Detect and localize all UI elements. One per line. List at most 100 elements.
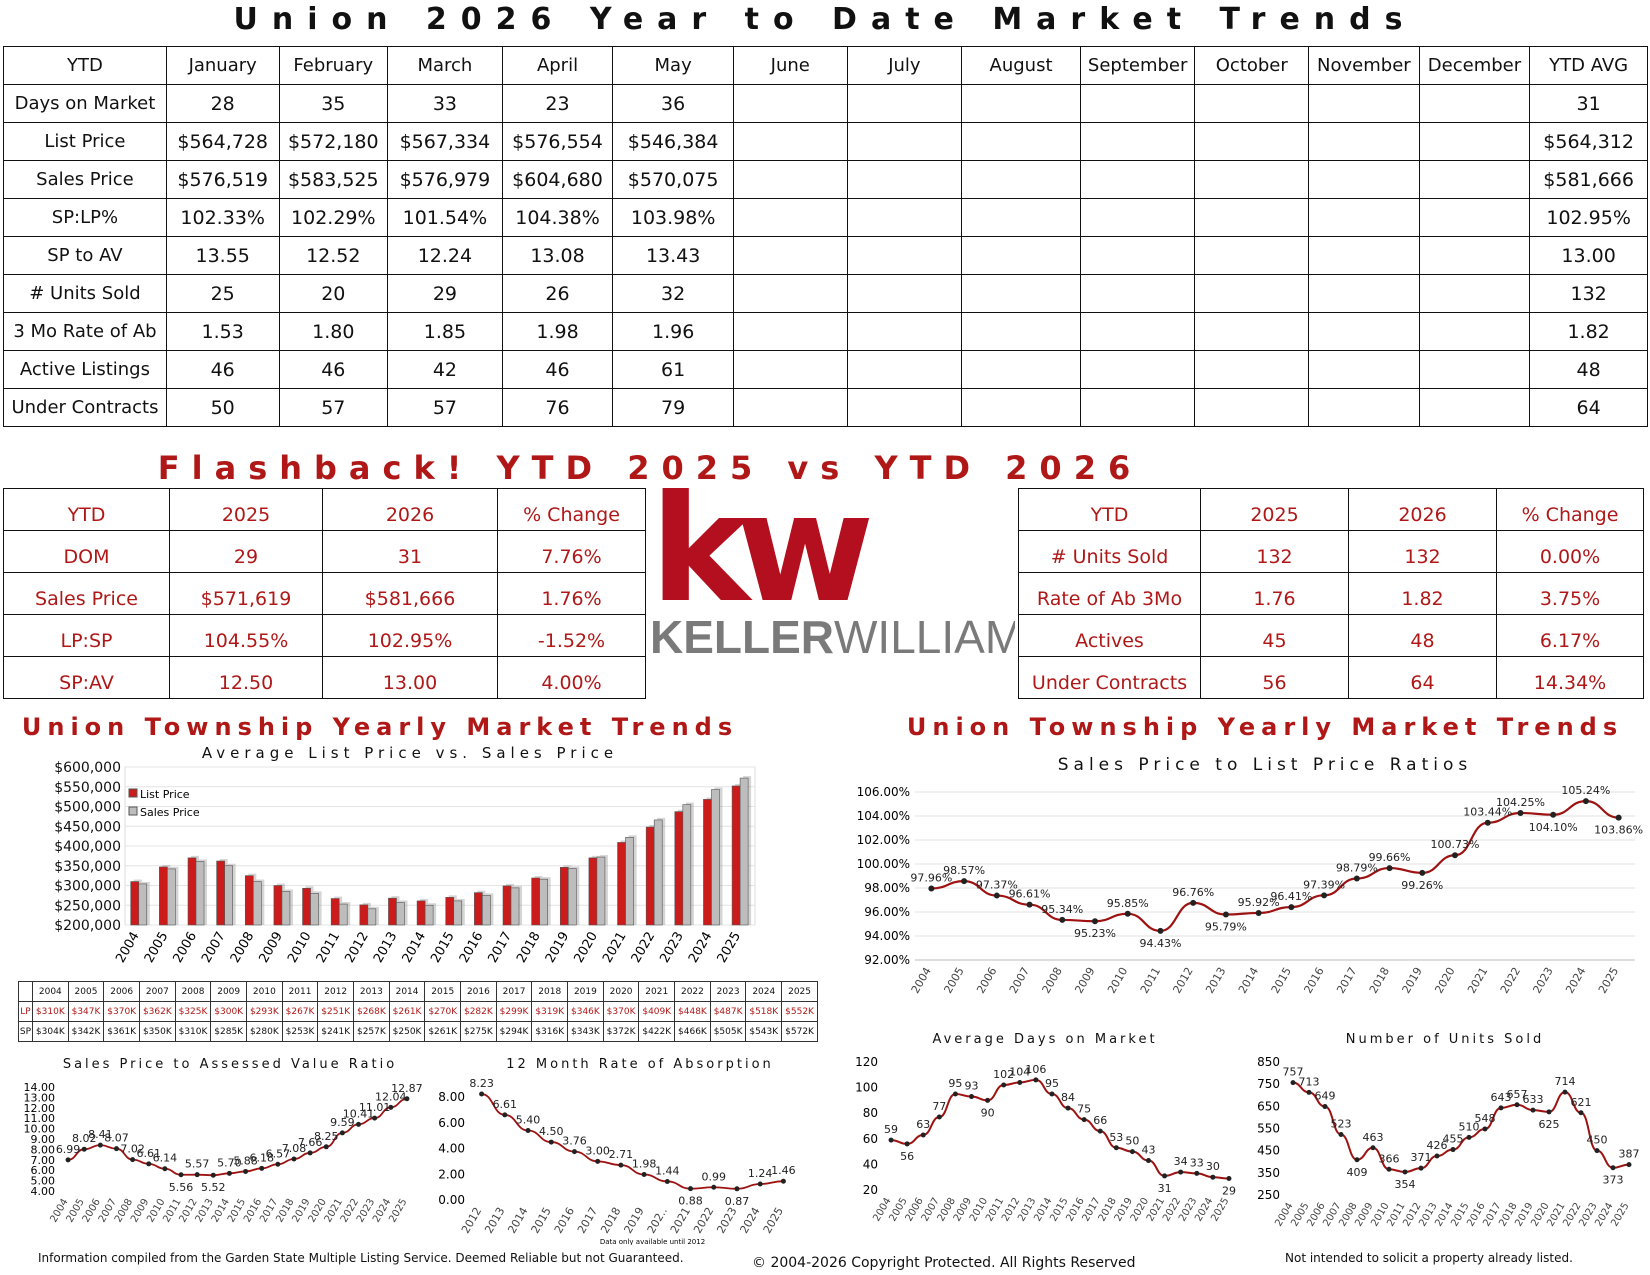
table-cell: 13.08 (501, 236, 614, 275)
column-header: March (387, 46, 503, 85)
data-point (1092, 918, 1098, 925)
data-point (1434, 1153, 1440, 1159)
data-point (525, 1127, 531, 1133)
data-point (243, 1168, 249, 1174)
x-tick-label: 2012 (1171, 965, 1196, 996)
table-cell: 13.55 (165, 236, 280, 275)
table-cell: 103.98% (612, 198, 734, 237)
table-cell (1308, 160, 1420, 199)
data-label: 96.76% (1172, 886, 1214, 899)
table-cell: 48 (1348, 614, 1497, 657)
y-tick-label: 60 (863, 1132, 878, 1146)
table-cell: 132 (1348, 530, 1497, 573)
data-point (81, 1146, 87, 1152)
data-point (372, 1115, 378, 1121)
table-cell: $361K (103, 1021, 141, 1042)
table-cell: 2015 (424, 981, 462, 1002)
column-header: February (278, 46, 389, 85)
table-cell: 7.76% (497, 530, 646, 573)
y-tick-label: 850 (1257, 1055, 1280, 1069)
data-point (618, 1162, 624, 1168)
column-header: January (165, 46, 280, 85)
table-cell (1418, 312, 1531, 351)
bar-list (531, 877, 540, 926)
table-cell (1079, 160, 1196, 199)
y-tick-label: 9.00 (31, 1133, 56, 1146)
table-cell: $294K (495, 1021, 533, 1042)
data-label: 625 (1539, 1118, 1560, 1131)
data-point (1026, 901, 1033, 908)
ratio-chart-title: Sales Price to List Price Ratios (1057, 755, 1473, 775)
data-label: 7.02 (120, 1143, 145, 1156)
data-point (952, 1091, 958, 1097)
dom-chart-title: Average Days on Market (932, 1032, 1158, 1047)
table-cell (732, 122, 848, 161)
table-cell: $304K (32, 1021, 69, 1042)
data-label: 34 (1174, 1155, 1188, 1168)
data-label: 7.66 (298, 1136, 323, 1149)
data-label: 657 (1507, 1088, 1528, 1101)
x-tick-label: 2005 (941, 965, 966, 996)
y-tick-label: 5.00 (31, 1175, 56, 1188)
table-header-row: YTD 2025 2026% Change (3, 488, 646, 531)
table-row: SP:LP% 102.33% 102.29% 101.54% 104.38% 103.98… (3, 198, 1648, 237)
table-cell (961, 274, 1081, 313)
table-cell (732, 236, 848, 275)
data-point (595, 1158, 601, 1164)
column-header: May (612, 46, 734, 85)
table-cell: 13.00 (1529, 236, 1648, 275)
table-cell: 102.33% (165, 198, 280, 237)
data-point (1594, 1148, 1600, 1154)
data-point (888, 1137, 894, 1143)
table-cell: $319K (531, 1001, 569, 1022)
flashback-right-table: YTD 2025 2026% Change # Units Sold 132 132 0.0… (1018, 488, 1644, 699)
data-point (404, 1096, 410, 1102)
table-header-row: YTD January February March April May June July A… (3, 46, 1648, 85)
row-header: List Price (3, 122, 167, 161)
data-label: 29 (1222, 1184, 1236, 1197)
y-tick-label: 750 (1257, 1077, 1280, 1091)
table-cell: $583,525 (278, 160, 389, 199)
table-cell: $518K (745, 1001, 783, 1022)
bar-list (674, 811, 684, 926)
y-tick-label: 11.00 (24, 1112, 56, 1125)
table-row: SP:AV 12.50 13.00 4.00% (3, 656, 646, 699)
data-label: 31 (1158, 1182, 1172, 1195)
table-cell: $325K (174, 1001, 212, 1022)
table-cell: $564,312 (1529, 122, 1648, 161)
y-tick-label: 8.00 (31, 1143, 56, 1156)
data-label: 12.87 (391, 1082, 423, 1095)
bar-sales (653, 819, 663, 926)
sp-av-ratio-chart: 4.005.006.007.008.009.0010.0011.0012.001… (24, 1081, 423, 1225)
x-tick-label: 2023 (714, 1205, 739, 1236)
table-cell: 102.95% (322, 614, 498, 657)
data-label: 102 (993, 1068, 1014, 1081)
legend-swatch (128, 806, 138, 816)
data-point (1615, 814, 1622, 821)
table-cell (1079, 274, 1196, 313)
table-cell: $576,979 (387, 160, 503, 199)
x-tick-label: 2017 (575, 1205, 600, 1236)
y-tick-label: 13.00 (24, 1091, 56, 1104)
table-cell (732, 388, 848, 427)
table-cell: $505K (709, 1021, 747, 1042)
data-point (1178, 1169, 1184, 1175)
absorption-chart-title: 12 Month Rate of Absorption (506, 1057, 774, 1072)
y-tick-label: $350,000 (54, 859, 121, 875)
table-cell: $567,334 (387, 122, 503, 161)
data-label: 8.07 (104, 1132, 128, 1145)
y-tick-label: 4.00 (438, 1142, 465, 1156)
table-cell (1308, 274, 1420, 313)
data-point (1190, 899, 1197, 906)
table-cell: 61 (612, 350, 734, 389)
table-cell: 46 (501, 350, 614, 389)
data-label: 93 (965, 1080, 979, 1093)
data-point (1338, 1131, 1344, 1137)
table-cell (1308, 312, 1420, 351)
data-label: 95 (1045, 1077, 1059, 1090)
data-point (928, 885, 935, 892)
data-point (65, 1157, 71, 1163)
table-cell: 35 (278, 84, 389, 123)
data-point (162, 1166, 168, 1172)
data-point (130, 1157, 136, 1163)
